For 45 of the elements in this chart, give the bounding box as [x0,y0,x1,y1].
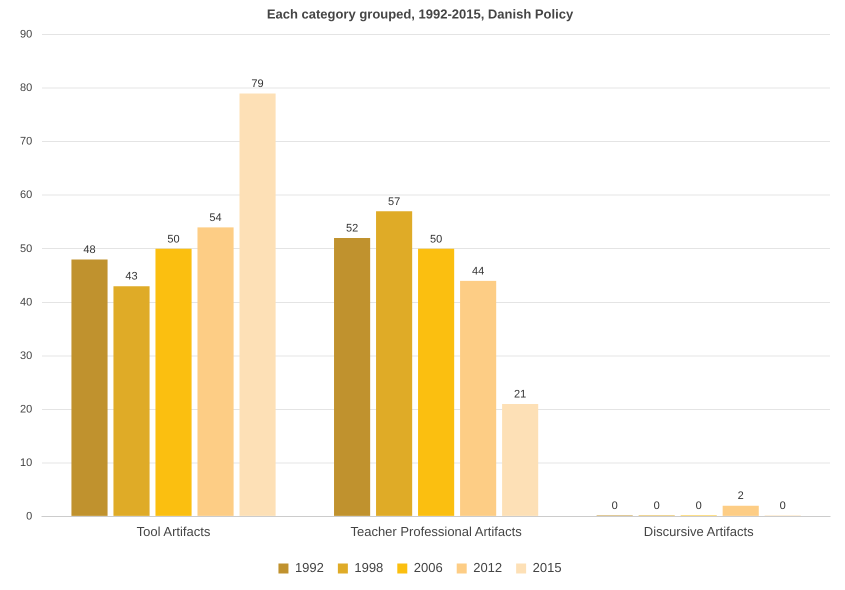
data-label: 43 [125,270,138,283]
x-tick-label: Discursive Artifacts [644,524,754,539]
legend-label: 2006 [414,560,443,576]
bar [71,259,108,516]
y-tick-label: 20 [20,403,32,416]
data-label: 0 [780,500,786,512]
y-tick-label: 10 [20,456,32,469]
data-label: 57 [388,196,400,208]
y-tick-label: 50 [20,242,32,255]
bar [376,211,412,516]
data-label: 79 [251,78,264,90]
data-label: 50 [167,233,180,246]
x-tick-label: Tool Artifacts [136,524,211,539]
y-tick-label: 30 [20,350,32,362]
bar [722,506,759,516]
y-tick-label: 40 [20,296,32,308]
y-tick-label: 60 [20,189,32,202]
bar [334,238,370,516]
y-tick-label: 90 [20,28,32,41]
legend-label: 1998 [354,560,384,576]
y-tick-label: 0 [26,510,32,522]
y-tick-label: 70 [20,136,32,148]
bar [113,286,150,516]
data-label: 2 [738,490,744,502]
bar [502,404,538,516]
legend-label: 2012 [473,560,502,576]
chart-title: Each category grouped, 1992-2015, Danish Policy [266,6,574,22]
y-tick-label: 80 [20,82,32,94]
data-label: 48 [83,244,96,256]
bar [155,248,192,516]
data-label: 21 [514,388,526,401]
bar [197,227,234,516]
data-label: 0 [696,500,702,512]
bar [460,280,496,516]
data-label: 52 [346,222,358,235]
data-label: 50 [430,233,442,246]
data-label: 0 [654,500,660,512]
bar [239,93,276,516]
data-label: 0 [612,500,618,512]
data-label: 44 [472,265,484,278]
x-tick-label: Teacher Professional Artifacts [350,524,522,539]
legend-label: 2015 [532,560,562,576]
data-label: 54 [209,212,222,224]
bar [418,248,454,516]
legend-label: 1992 [294,560,324,576]
